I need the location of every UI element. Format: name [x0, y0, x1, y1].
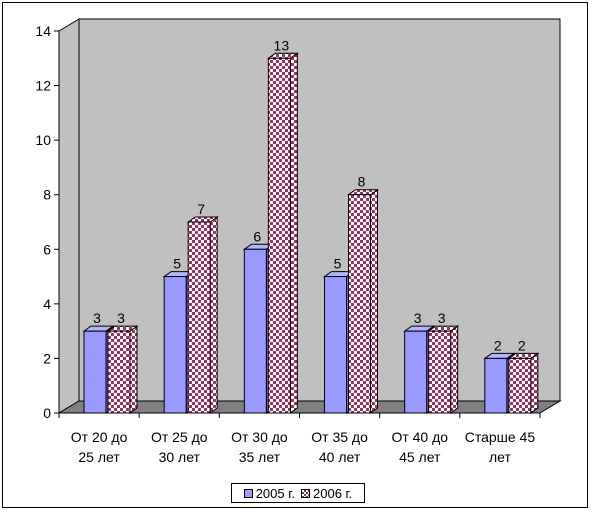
category-label: От 20 до: [71, 429, 128, 445]
category-label: От 30 до: [231, 429, 288, 445]
data-label: 3: [414, 310, 422, 326]
data-label: 5: [334, 256, 342, 272]
y-tick-label: 12: [35, 78, 51, 94]
bar-front: [187, 221, 211, 414]
back-wall: [78, 18, 561, 402]
bar: [266, 52, 299, 414]
bar: [186, 216, 219, 414]
bar-front: [163, 276, 187, 414]
data-label: 7: [197, 201, 205, 217]
bar: [427, 325, 460, 414]
data-label: 3: [438, 310, 446, 326]
category-label: Старше 45: [465, 429, 536, 445]
bar-side: [530, 352, 539, 414]
bar-side: [209, 216, 218, 414]
bar-side: [450, 325, 459, 414]
y-tick-label: 8: [43, 187, 51, 203]
legend-label: 2005 г.: [255, 485, 295, 501]
y-tick-label: 2: [43, 350, 51, 366]
bar-side: [289, 52, 298, 414]
chart-frame: 0 2 4 6 8 10 12 14 3 3 От 20 до 25 лет 5 7 От 25 до 30 …: [2, 2, 588, 508]
category-label: 45 лет: [399, 449, 441, 465]
bar: [346, 188, 380, 414]
data-label: 2: [494, 337, 502, 353]
bar-front: [243, 248, 267, 414]
data-label: 5: [173, 256, 181, 272]
category-label: От 35 до: [311, 429, 368, 445]
category-label: 40 лет: [319, 449, 361, 465]
bar-front: [324, 276, 347, 414]
bar: [507, 352, 540, 414]
category-label: 30 лет: [159, 449, 201, 465]
legend-label: 2006 г.: [313, 485, 353, 501]
data-label: 3: [93, 310, 101, 326]
bar-front: [83, 330, 107, 414]
category-label: 35 лет: [239, 449, 281, 465]
data-label: 13: [274, 37, 290, 53]
bar-side: [129, 325, 138, 414]
data-label: 6: [253, 228, 261, 244]
bar-front: [428, 330, 452, 414]
y-tick-label: 10: [35, 132, 51, 148]
bar-front: [267, 57, 291, 414]
legend-swatch: [243, 488, 253, 498]
bar: [106, 325, 139, 414]
side-wall: [58, 18, 80, 414]
legend-swatch: [301, 488, 310, 498]
y-tick-label: 14: [35, 23, 51, 39]
bar-front: [404, 330, 428, 414]
legend-item: 2006 г.: [301, 486, 352, 501]
category-label: 25 лет: [78, 449, 120, 465]
y-tick-label: 0: [43, 405, 51, 421]
data-label: 3: [117, 310, 125, 326]
bar-front: [348, 194, 371, 414]
category-label: лет: [489, 449, 511, 465]
legend-item: 2005 г.: [243, 485, 295, 501]
y-tick-label: 6: [43, 241, 51, 257]
bar-front: [484, 357, 508, 414]
bar-side: [370, 188, 378, 414]
bar-front: [107, 330, 131, 414]
data-label: 8: [358, 174, 366, 190]
category-label: От 25 до: [151, 429, 208, 445]
category-label: От 40 до: [391, 429, 448, 445]
y-tick-label: 4: [43, 296, 51, 312]
bar-front: [508, 357, 532, 414]
data-label: 2: [518, 337, 526, 353]
legend: 2005 г. 2006 г.: [231, 483, 365, 503]
